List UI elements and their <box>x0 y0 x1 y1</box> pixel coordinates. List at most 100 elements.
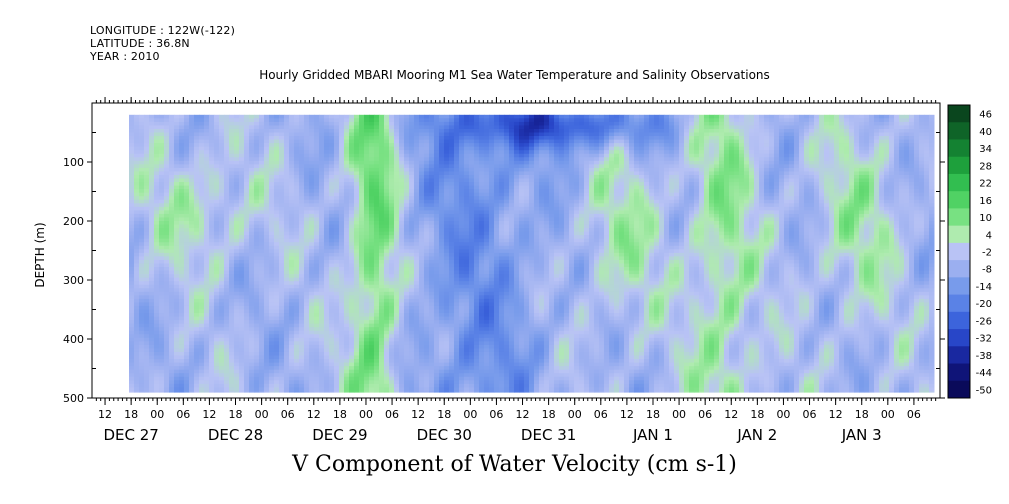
heatmap-cell <box>234 348 240 353</box>
heatmap-cell <box>389 256 395 261</box>
heatmap-cell <box>414 298 420 303</box>
heatmap-cell <box>339 376 345 381</box>
heatmap-cell <box>264 309 270 314</box>
heatmap-cell <box>429 259 435 264</box>
heatmap-cell <box>289 305 295 310</box>
heatmap-cell <box>194 143 200 148</box>
heatmap-cell <box>229 256 235 261</box>
heatmap-cell <box>204 210 210 215</box>
heatmap-cell <box>224 178 230 183</box>
heatmap-cell <box>309 274 315 279</box>
heatmap-cell <box>224 302 230 307</box>
heatmap-cell <box>434 327 440 332</box>
heatmap-cell <box>209 284 215 289</box>
heatmap-cell <box>279 245 285 250</box>
heatmap-cell <box>374 150 380 155</box>
heatmap-cell <box>254 369 260 374</box>
heatmap-cell <box>134 330 140 335</box>
heatmap-cell <box>214 189 220 194</box>
heatmap-cell <box>304 270 310 275</box>
heatmap-cell <box>384 235 390 240</box>
heatmap-cell <box>194 295 200 300</box>
heatmap-cell <box>259 380 265 385</box>
heatmap-cell <box>319 351 325 357</box>
heatmap-cell <box>369 245 375 250</box>
heatmap-cell <box>239 359 245 364</box>
heatmap-cell <box>164 281 170 286</box>
heatmap-cell <box>434 178 440 183</box>
heatmap-cell <box>274 270 280 275</box>
heatmap-cell <box>159 291 165 296</box>
heatmap-cell <box>224 217 230 222</box>
heatmap-cell <box>359 348 365 353</box>
heatmap-cell <box>399 277 405 282</box>
heatmap-cell <box>274 383 280 388</box>
heatmap-cell <box>234 231 240 236</box>
heatmap-cell <box>404 224 410 229</box>
heatmap-cell <box>194 203 200 208</box>
heatmap-cell <box>394 182 400 187</box>
heatmap-cell <box>149 150 155 155</box>
heatmap-cell <box>229 210 235 215</box>
heatmap-cell <box>234 121 240 126</box>
heatmap-cell <box>419 351 425 357</box>
heatmap-cell <box>129 252 135 257</box>
heatmap-cell <box>379 192 385 197</box>
heatmap-cell <box>244 178 250 183</box>
heatmap-cell <box>189 305 195 310</box>
heatmap-cell <box>419 313 425 318</box>
heatmap-cell <box>279 277 285 282</box>
heatmap-cell <box>319 313 325 318</box>
heatmap-cell <box>234 383 240 388</box>
heatmap-cell <box>424 206 430 211</box>
heatmap-cell <box>334 274 340 279</box>
heatmap-cell <box>339 121 345 126</box>
heatmap-cell <box>254 206 260 211</box>
heatmap-cell <box>179 245 185 250</box>
heatmap-cell <box>424 256 430 261</box>
heatmap-cell <box>204 224 210 229</box>
heatmap-cell <box>234 270 240 275</box>
heatmap-cell <box>434 373 440 378</box>
heatmap-cell <box>434 270 440 275</box>
heatmap-cell <box>244 146 250 151</box>
heatmap-cell <box>259 139 265 144</box>
heatmap-cell <box>254 288 260 293</box>
heatmap-cell <box>399 334 405 339</box>
heatmap-cell <box>279 224 285 229</box>
heatmap-cell <box>179 334 185 339</box>
heatmap-cell <box>179 274 185 279</box>
heatmap-cell <box>129 171 135 176</box>
heatmap-cell <box>254 341 260 346</box>
heatmap-cell <box>194 362 200 367</box>
heatmap-cell <box>294 309 300 314</box>
heatmap-cell <box>259 288 265 293</box>
heatmap-cell <box>354 256 360 261</box>
heatmap-cell <box>139 337 145 342</box>
heatmap-cell <box>414 373 420 378</box>
heatmap-cell <box>359 383 365 388</box>
heatmap-cell <box>379 189 385 194</box>
heatmap-cell <box>234 206 240 211</box>
heatmap-cell <box>429 228 435 233</box>
heatmap-cell <box>384 316 390 321</box>
heatmap-cell <box>339 274 345 279</box>
heatmap-cell <box>269 143 275 148</box>
heatmap-cell <box>364 228 370 233</box>
heatmap-cell <box>299 320 305 325</box>
heatmap-cell <box>149 221 155 226</box>
heatmap-cell <box>169 221 175 226</box>
heatmap-cell <box>344 171 350 176</box>
heatmap-cell <box>244 348 250 353</box>
heatmap-cell <box>169 206 175 211</box>
heatmap-cell <box>269 164 275 169</box>
heatmap-cell <box>429 330 435 335</box>
heatmap-cell <box>279 291 285 296</box>
heatmap-cell <box>369 199 375 204</box>
heatmap-cell <box>399 387 405 392</box>
heatmap-cell <box>144 143 150 148</box>
heatmap-cell <box>324 316 330 321</box>
heatmap-cell <box>229 121 235 126</box>
heatmap-cell <box>149 136 155 141</box>
heatmap-cell <box>174 270 180 275</box>
